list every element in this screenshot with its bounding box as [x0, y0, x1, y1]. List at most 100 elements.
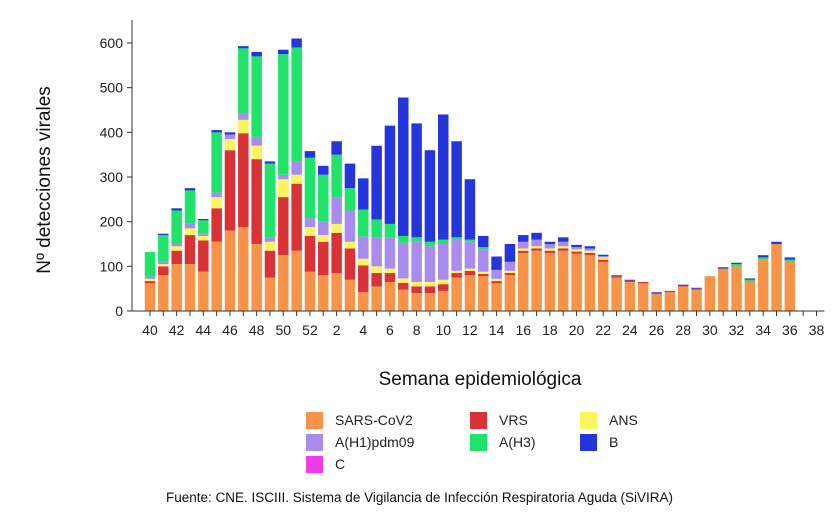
- bar-segment-week-20-b: [571, 244, 582, 248]
- bar-segment-week-22-vrs: [597, 259, 609, 262]
- x-tick-label-50: 50: [276, 322, 292, 338]
- y-tick-label-100: 100: [100, 258, 124, 274]
- bar-segment-week-24-sarscov2: [624, 281, 636, 311]
- bar-segment-week-47-ah3: [238, 48, 249, 114]
- x-tick-label-46: 46: [222, 322, 238, 338]
- bar-segment-week-49-sarscov2: [264, 277, 276, 311]
- bar-segment-week-33-ah3: [744, 279, 756, 282]
- bar-segment-week-40-ans: [144, 278, 156, 282]
- bar-segment-week-9-b: [424, 150, 436, 242]
- bar-segment-week-16-ans: [517, 248, 529, 251]
- bar-segment-week-50-vrs: [278, 197, 289, 256]
- bar-segment-week-42-vrs: [171, 250, 182, 265]
- bar-segment-week-43-sarscov2: [184, 264, 196, 311]
- bar-segment-week-22-b: [597, 254, 609, 257]
- bar-segment-week-44-b: [198, 218, 209, 221]
- bar-segment-week-17-b: [531, 232, 542, 240]
- bar-segment-week-50-ans: [278, 179, 289, 198]
- bar-segment-week-36-sarscov2: [784, 261, 796, 311]
- bar-segment-week-15-ans: [504, 270, 516, 274]
- bar-segment-week-40-ah3: [144, 252, 156, 277]
- bar-segment-week-45-b: [211, 130, 222, 133]
- bar-segment-week-18-b: [544, 241, 556, 244]
- bar-segment-week-7-sarscov2: [398, 289, 409, 311]
- x-tick-label-8: 8: [413, 322, 421, 338]
- bar-segment-week-42-ah3: [171, 210, 182, 244]
- bar-segment-week-49-vrs: [264, 250, 276, 278]
- bar-segment-week-35-b: [771, 241, 782, 244]
- bar-segment-week-44-vrs: [198, 240, 209, 272]
- bar-segment-week-18-sarscov2: [544, 252, 556, 311]
- bar-segment-week-44-ah1pdm09: [198, 233, 209, 236]
- bar-segment-week-15-sarscov2: [504, 275, 516, 311]
- bar-segment-week-1-sarscov2: [318, 275, 329, 311]
- bar-segment-week-6-vrs: [384, 273, 396, 282]
- bar-segment-week-6-ah1pdm09: [384, 237, 396, 269]
- bar-segment-week-11-vrs: [451, 273, 462, 278]
- bar-segment-week-23-sarscov2: [611, 277, 622, 311]
- bar-segment-week-26-b: [651, 292, 662, 294]
- bar-segment-week-51-ah3: [291, 47, 302, 162]
- bar-segment-week-1-b: [318, 165, 329, 175]
- legend-label-ah1pdm09: A(H1)pdm09: [335, 434, 415, 450]
- bar-segment-week-9-ans: [424, 281, 436, 287]
- bar-segment-week-21-b: [584, 246, 596, 249]
- bar-segment-week-25-sarscov2: [637, 283, 649, 311]
- bar-segment-week-23-b: [611, 275, 622, 277]
- y-tick-label-200: 200: [100, 214, 124, 230]
- bar-segment-week-47-ans: [238, 119, 249, 134]
- bar-segment-week-21-sarscov2: [584, 255, 596, 311]
- bar-segment-week-42-sarscov2: [171, 264, 182, 311]
- bar-segment-week-11-ah3: [451, 237, 462, 240]
- bar-segment-week-10-ans: [438, 279, 449, 285]
- bar-segment-week-41-vrs: [158, 266, 169, 276]
- bar-segment-week-5-vrs: [371, 273, 382, 287]
- bar-segment-week-5-sarscov2: [371, 286, 382, 311]
- bar-segment-week-13-b: [478, 235, 489, 248]
- bar-segment-week-6-sarscov2: [384, 281, 396, 311]
- bar-segment-week-16-vrs: [517, 250, 529, 253]
- bar-segment-week-40-sarscov2: [144, 283, 156, 311]
- bar-segment-week-7-vrs: [398, 282, 409, 290]
- bar-segment-week-46-sarscov2: [224, 230, 236, 311]
- bar-segment-week-42-ans: [171, 246, 182, 251]
- bar-segment-week-52-ah1pdm09: [304, 218, 316, 228]
- legend-label-c: C: [335, 456, 346, 472]
- bar-segment-week-10-vrs: [438, 284, 449, 291]
- bar-segment-week-18-vrs: [544, 250, 556, 253]
- bars-group: [144, 38, 796, 311]
- bar-segment-week-19-vrs: [557, 248, 569, 251]
- bar-segment-week-16-sarscov2: [517, 252, 529, 311]
- bar-segment-week-52-ans: [304, 227, 316, 236]
- bar-segment-week-7-ah1pdm09: [398, 242, 409, 279]
- bar-segment-week-20-ah1pdm09: [571, 247, 582, 250]
- bar-segment-week-26-sarscov2: [651, 294, 662, 311]
- bar-segment-week-32-ah3: [731, 264, 742, 267]
- bar-segment-week-32-b: [731, 262, 742, 265]
- bar-segment-week-8-ans: [411, 281, 422, 287]
- bar-segment-week-44-sarscov2: [198, 271, 209, 311]
- bar-segment-week-4-b: [358, 178, 369, 210]
- y-tick-label-500: 500: [100, 80, 124, 96]
- bar-segment-week-9-ah3: [424, 241, 436, 247]
- legend-label-ans: ANS: [609, 412, 638, 428]
- legend-label-b: B: [609, 434, 619, 450]
- bar-segment-week-13-ah1pdm09: [478, 249, 489, 272]
- bar-segment-week-43-ans: [184, 228, 196, 236]
- bar-segment-week-29-vrs: [691, 288, 702, 290]
- bar-segment-week-23-vrs: [611, 276, 622, 278]
- bar-segment-week-42-ah1pdm09: [171, 244, 182, 247]
- x-tick-label-28: 28: [675, 322, 691, 338]
- bar-segment-week-45-ans: [211, 197, 222, 209]
- bar-segment-week-43-ah3: [184, 190, 196, 224]
- bar-segment-week-2-ah1pdm09: [331, 197, 342, 224]
- x-tick-label-34: 34: [755, 322, 771, 338]
- bar-segment-week-5-b: [371, 145, 382, 220]
- x-tick-label-14: 14: [489, 322, 505, 338]
- bar-segment-week-19-b: [557, 237, 569, 242]
- bar-segment-week-19-sarscov2: [557, 250, 569, 311]
- bar-segment-week-41-b: [158, 233, 169, 236]
- bar-segment-week-5-ah3: [371, 219, 382, 238]
